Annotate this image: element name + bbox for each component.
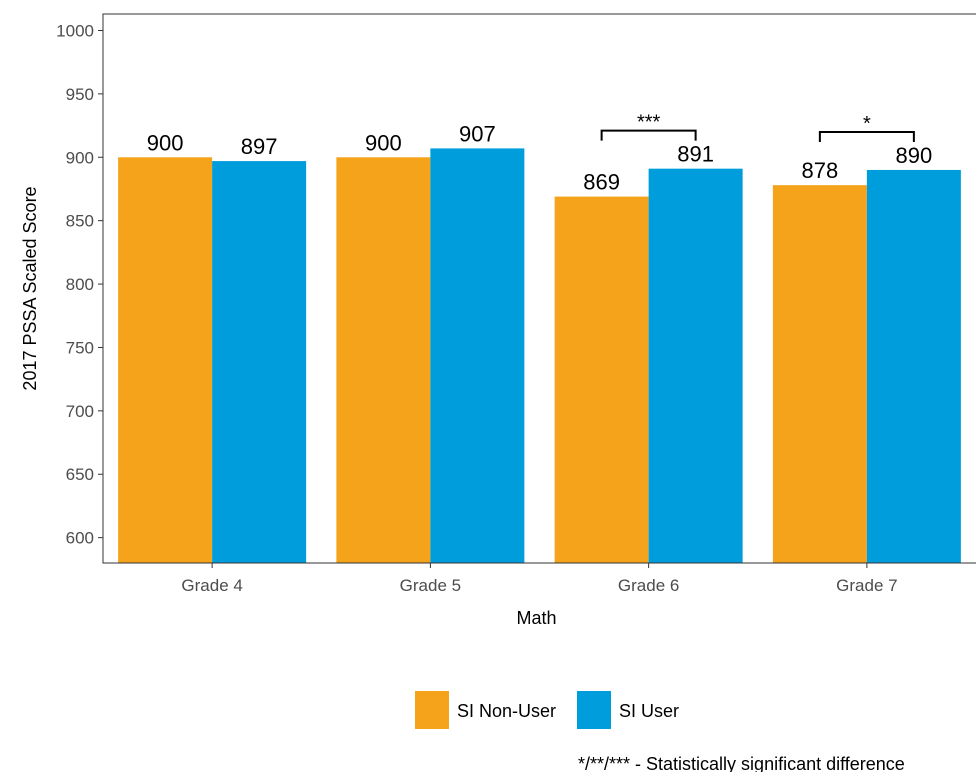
bar-value-label: 897	[241, 134, 278, 159]
bar-value-label: 890	[896, 143, 933, 168]
y-tick-label: 950	[66, 85, 94, 104]
bar-value-label: 900	[147, 130, 184, 155]
bar	[118, 157, 213, 563]
bar	[212, 161, 307, 563]
y-tick-label: 650	[66, 465, 94, 484]
bar-value-label: 907	[459, 121, 496, 146]
bar-value-label: 900	[365, 130, 402, 155]
bar	[336, 157, 431, 563]
bar	[648, 168, 743, 564]
y-axis-title: 2017 PSSA Scaled Score	[20, 186, 40, 390]
x-tick-label: Grade 7	[836, 576, 897, 595]
plot-panel-border	[102, 13, 976, 564]
x-tick-label: Grade 4	[181, 576, 242, 595]
significance-marker: *	[863, 113, 871, 135]
bar-value-label: 891	[677, 142, 714, 167]
significance-bracket	[600, 129, 697, 141]
data-labels-layer: 900 897 900 907 869 891 878 890	[147, 121, 932, 194]
bars-layer	[118, 148, 961, 564]
y-tick-label: 900	[66, 148, 94, 167]
bar	[866, 169, 961, 563]
bar-value-label: 878	[802, 158, 839, 183]
y-tick-label: 850	[66, 212, 94, 231]
x-axis-title: Math	[516, 608, 556, 628]
y-tick-label: 1000	[56, 21, 94, 40]
y-tick-label: 750	[66, 338, 94, 357]
significance-layer: *** *	[600, 112, 915, 142]
y-tick-label: 600	[66, 529, 94, 548]
y-tick-label: 800	[66, 275, 94, 294]
bar-value-label: 869	[583, 170, 620, 195]
x-tick-label: Grade 5	[400, 576, 461, 595]
significance-marker: ***	[637, 112, 661, 134]
significance-bracket	[818, 130, 915, 142]
bar	[772, 185, 867, 564]
bar	[554, 196, 649, 563]
legend-label-si-non-user: SI Non-User	[457, 701, 556, 721]
legend-swatch-si-non-user	[415, 691, 449, 729]
x-tick-label: Grade 6	[618, 576, 679, 595]
legend-label-si-user: SI User	[619, 701, 679, 721]
significance-note: */**/*** - Statistically significant dif…	[578, 754, 905, 772]
legend-swatch-si-user	[577, 691, 611, 729]
bar	[430, 148, 525, 564]
y-tick-label: 700	[66, 402, 94, 421]
x-axis-ticks: Grade 4 Grade 5 Grade 6 Grade 7	[181, 563, 898, 595]
legend: SI Non-User SI User	[415, 691, 679, 729]
y-axis-ticks: 600 650 700 750 800 850 900 950 1000	[56, 21, 103, 548]
